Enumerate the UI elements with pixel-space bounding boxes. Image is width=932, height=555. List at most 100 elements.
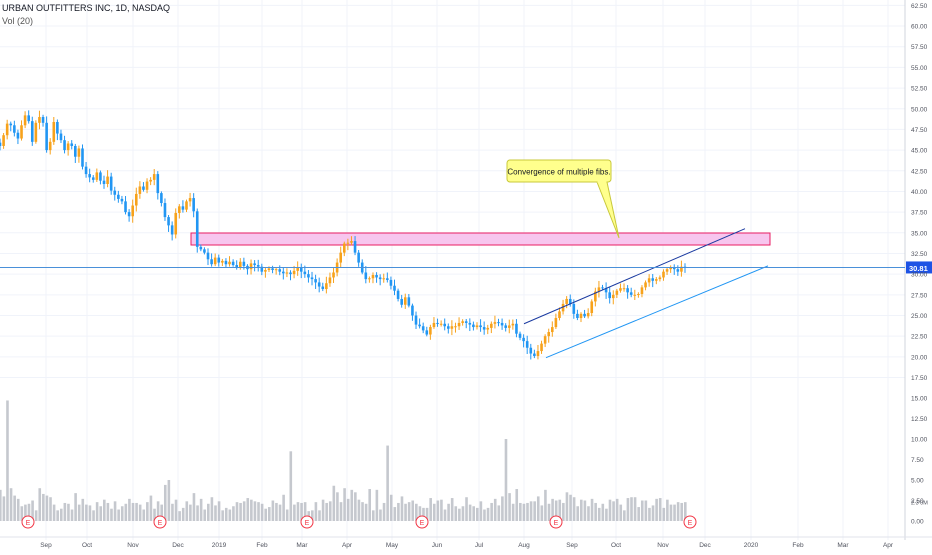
candle-body <box>210 259 213 265</box>
volume-bar <box>350 489 354 521</box>
candle-body <box>529 347 533 354</box>
candle-body <box>174 212 178 235</box>
candle-body <box>447 326 450 329</box>
volume-bar <box>214 505 217 521</box>
time-tick-label: Dec <box>172 542 184 549</box>
price-tick-label: 40.00 <box>911 189 928 196</box>
candle-body <box>167 217 170 226</box>
volume-bar <box>519 502 522 521</box>
candle-body <box>594 291 597 302</box>
candle-body <box>325 283 328 290</box>
candle-body <box>651 278 655 281</box>
volume-bar <box>450 498 454 521</box>
volume-bar <box>311 510 314 521</box>
volume-bar <box>6 400 9 521</box>
volume-bar <box>207 503 210 521</box>
time-tick-label: Nov <box>127 542 139 549</box>
candle-body <box>572 303 576 314</box>
candle-body <box>515 323 518 334</box>
candle-body <box>543 336 547 344</box>
earnings-marker-label: E <box>158 520 163 527</box>
volume-bar <box>325 502 328 521</box>
volume-bar <box>328 501 332 521</box>
price-tick-label: 35.00 <box>911 230 928 237</box>
candle-body <box>271 268 274 271</box>
volume-bar <box>382 502 386 521</box>
volume-last-label: 2.3 0M <box>911 501 928 507</box>
candle-body <box>41 117 45 123</box>
volume-bar <box>389 494 393 521</box>
candle-body <box>34 122 38 142</box>
volume-bar <box>92 510 95 521</box>
volume-bar <box>458 508 461 521</box>
candle-body <box>601 287 604 289</box>
candle-body <box>436 322 439 324</box>
volume-bar <box>497 505 501 521</box>
volume-bar <box>167 480 171 521</box>
candle-body <box>2 135 5 146</box>
volume-bar <box>465 497 468 521</box>
time-tick-label: Nov <box>657 542 669 549</box>
candle-body <box>676 269 680 272</box>
volume-bar <box>264 508 267 521</box>
candle-body <box>45 122 48 151</box>
volume-bar <box>576 506 580 521</box>
candle-body <box>576 313 579 318</box>
volume-bar <box>623 510 626 521</box>
candle-body <box>429 327 432 335</box>
volume-bar <box>544 489 547 521</box>
volume-bar <box>314 502 318 521</box>
candle-body <box>450 326 454 329</box>
volume-bar <box>386 445 389 521</box>
earnings-marker-label: E <box>688 520 693 527</box>
candle-body <box>622 288 626 290</box>
candle-body <box>74 145 77 157</box>
volume-bar <box>31 500 34 521</box>
volume-tick-label: 7.50 <box>911 457 924 464</box>
candle-body <box>364 272 368 280</box>
price-tick-label: 17.50 <box>911 375 928 382</box>
candle-body <box>518 333 522 338</box>
candle-body <box>299 267 303 272</box>
candle-body <box>464 321 468 323</box>
volume-bar <box>343 488 346 521</box>
candle-body <box>203 249 206 253</box>
time-tick-label: Jul <box>475 542 484 549</box>
volume-bar <box>67 503 70 521</box>
volume-bar <box>597 507 601 521</box>
volume-bar <box>357 499 361 521</box>
candle-body <box>195 211 199 247</box>
candle-body <box>278 269 282 272</box>
upper-trendline <box>523 228 746 325</box>
volume-bar <box>379 509 382 521</box>
volume-bar <box>178 511 181 521</box>
time-tick-label: Sep <box>566 542 578 549</box>
volume-bar <box>400 496 404 521</box>
candle-body <box>504 325 507 328</box>
candle-body <box>134 193 138 206</box>
candle-body <box>626 288 629 293</box>
time-tick-label: Sep <box>40 542 52 549</box>
candle-body <box>371 274 375 279</box>
volume-bar <box>2 496 6 521</box>
candle-body <box>533 353 536 357</box>
volume-bar <box>146 502 149 521</box>
volume-bar <box>285 509 289 521</box>
price-axis: 62.50 60.00 57.50 55.00 52.50 50.00 47.50 45.00… <box>911 3 928 526</box>
candle-body <box>386 278 389 280</box>
candle-body <box>30 121 34 142</box>
volume-bar <box>648 507 651 521</box>
earnings-marker <box>153 515 167 529</box>
candle-body <box>479 325 482 328</box>
volume-bar <box>135 502 138 521</box>
volume-bar <box>106 502 110 521</box>
candle-body <box>224 260 228 265</box>
candle-body <box>217 257 221 263</box>
time-tick-label: Mar <box>837 542 849 549</box>
volume-bar <box>81 498 85 521</box>
volume-bar <box>393 507 397 521</box>
candle-body <box>221 260 224 263</box>
volume-indicator-label[interactable]: Vol (20) <box>2 16 34 26</box>
candle-body <box>328 277 332 284</box>
